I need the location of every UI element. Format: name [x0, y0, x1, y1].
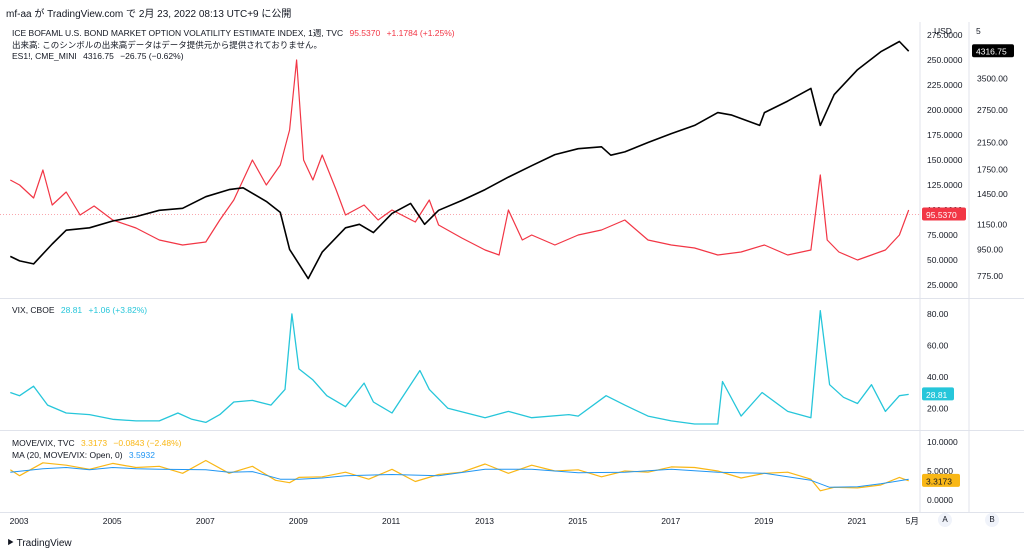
vix-series-name: VIX, CBOE: [12, 305, 55, 315]
es-axis-tick: 1450.00: [977, 189, 1008, 199]
es-change: −26.75 (−0.62%): [120, 51, 184, 61]
time-axis-label: 5月: [906, 516, 919, 526]
scale-b-button[interactable]: B: [985, 513, 999, 527]
volume-note: 出来高: このシンボルの出来高データはデータ提供元から提供されておりません。: [12, 40, 322, 50]
move-last-badge: [922, 207, 966, 221]
es-axis-tick: 950.00: [977, 244, 1003, 254]
ratio-axis-tick: 5.0000: [927, 466, 953, 476]
ratio-change: −0.0843 (−2.48%): [113, 438, 182, 448]
move-axis-tick: 200.0000: [927, 105, 963, 115]
currency-label-right[interactable]: 5: [976, 26, 981, 36]
es-series-line: [9, 40, 910, 280]
pane3-legend-line2: MA (20, MOVE/VIX: Open, 0) 3.5932: [12, 450, 159, 460]
es-series-name: ES1!, CME_MINI: [12, 51, 77, 61]
time-axis-label: 2015: [568, 516, 587, 526]
ma-series-line: [10, 467, 909, 488]
time-axis-label: 2019: [754, 516, 773, 526]
vix-last-badge: [922, 387, 954, 401]
es-last-badge: [972, 44, 1014, 58]
ratio-value: 3.3173: [81, 438, 108, 448]
vix-change: +1.06 (+3.82%): [88, 305, 148, 315]
chart-canvas[interactable]: 275.0000 250.0000 225.0000 200.0000 175.0000…: [0, 22, 1024, 534]
ratio-series-name: MOVE/VIX, TVC: [12, 438, 75, 448]
move-axis-tick: 225.0000: [927, 80, 963, 90]
move-change: +1.1784 (+1.25%): [386, 28, 455, 38]
time-axis-label: 2011: [382, 516, 401, 526]
move-axis-tick: 75.0000: [927, 230, 958, 240]
move-series-line: [10, 59, 910, 261]
vix-axis-tick: 20.00: [927, 403, 949, 413]
time-axis-label: 2003: [10, 516, 29, 526]
ratio-axis-tick: 10.0000: [927, 437, 958, 447]
move-axis-tick: 50.0000: [927, 255, 958, 265]
move-axis-tick: 275.0000: [927, 30, 963, 40]
es-axis-tick: 2750.00: [977, 105, 1008, 115]
es-axis-tick: 2150.00: [977, 137, 1008, 147]
ratio-last-badge-text: 3.3173: [926, 476, 952, 486]
time-axis-label: 2009: [289, 516, 308, 526]
move-axis-tick: 175.0000: [927, 130, 963, 140]
pane2-legend: VIX, CBOE 28.81 +1.06 (+3.82%): [12, 305, 151, 315]
vix-axis-tick: 80.00: [927, 309, 949, 319]
ratio-series-line: [9, 459, 909, 492]
publish-info: mf-aa が TradingView.com で 2月 23, 2022 08…: [6, 9, 292, 20]
move-axis-tick: 25.0000: [927, 280, 958, 290]
auto-scale-button[interactable]: A: [938, 513, 952, 527]
vix-value: 28.81: [60, 305, 83, 315]
move-value: 95.5370: [349, 28, 381, 38]
es-axis-tick: 1750.00: [977, 164, 1008, 174]
currency-label[interactable]: USD: [934, 26, 952, 36]
publish-header: mf-aa が TradingView.com で 2月 23, 2022 08…: [0, 0, 1024, 22]
vix-axis-tick: 40.00: [927, 372, 949, 382]
time-axis-label: 2021: [847, 516, 866, 526]
ratio-axis-tick: 0.0000: [927, 495, 953, 505]
move-series-name: ICE BOFAML U.S. BOND MARKET OPTION VOLAT…: [12, 28, 344, 38]
pane3-legend-line1: MOVE/VIX, TVC 3.3173 −0.0843 (−2.48%): [12, 438, 185, 448]
pane1-legend-line3: ES1!, CME_MINI 4316.75 −26.75 (−0.62%): [12, 51, 188, 61]
move-axis-tick: 250.0000: [927, 55, 963, 65]
es-value: 4316.75: [83, 51, 114, 61]
ma-value: 3.5932: [128, 450, 155, 460]
time-axis-label: 2013: [475, 516, 494, 526]
vix-axis-tick: 60.00: [927, 340, 949, 350]
tv-logo-icon: ⯈: [6, 538, 14, 549]
ma-series-name: MA (20, MOVE/VIX: Open, 0): [12, 450, 123, 460]
vix-series-line: [10, 310, 909, 425]
time-axis-label: 2005: [103, 516, 122, 526]
time-axis-label: 2017: [661, 516, 680, 526]
tv-brand-text: TradingView: [16, 538, 72, 549]
pane1-legend-line1: ICE BOFAML U.S. BOND MARKET OPTION VOLAT…: [12, 27, 459, 39]
move-axis-tick: 125.0000: [927, 180, 963, 190]
es-axis-tick: 3500.00: [977, 74, 1008, 84]
move-axis-tick: 150.0000: [927, 155, 963, 165]
es-axis-tick: 775.00: [977, 271, 1003, 281]
tradingview-logo[interactable]: ⯈ TradingView: [6, 538, 72, 549]
time-axis-label: 2007: [196, 516, 215, 526]
footer: ⯈ TradingView: [0, 534, 1024, 555]
ratio-last-badge: [922, 473, 960, 487]
move-last-badge-text: 95.5370: [926, 210, 957, 220]
es-last-badge-text: 4316.75: [976, 47, 1007, 57]
vix-last-badge-text: 28.81: [926, 390, 948, 400]
es-axis-tick: 1150.00: [977, 219, 1007, 229]
